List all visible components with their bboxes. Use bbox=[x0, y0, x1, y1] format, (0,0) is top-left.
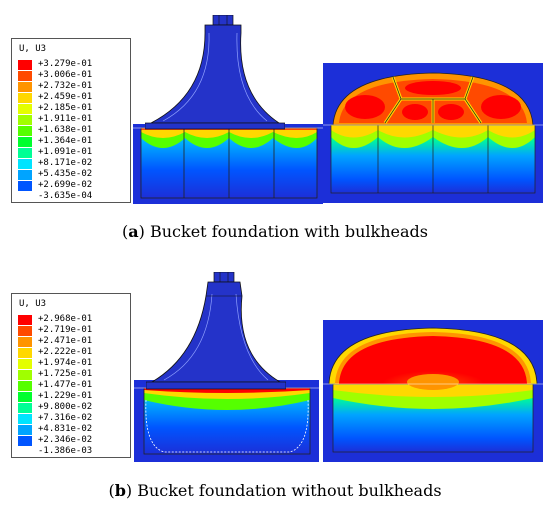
legend-row: +3.006e-01 bbox=[18, 70, 123, 81]
legend-value: +3.279e-01 bbox=[38, 59, 93, 69]
legend-swatch bbox=[18, 60, 32, 70]
legend-swatch bbox=[18, 148, 32, 158]
legend-value: +3.006e-01 bbox=[38, 70, 93, 80]
legend-row: +2.968e-01 bbox=[18, 314, 123, 325]
legend-value: +2.346e-02 bbox=[38, 435, 93, 445]
caption-a-label: a bbox=[128, 222, 139, 241]
legend-value: +1.638e-01 bbox=[38, 125, 93, 135]
legend-row: +4.831e-02 bbox=[18, 424, 123, 435]
legend-value: +2.719e-01 bbox=[38, 325, 93, 335]
legend-row: +3.279e-01 bbox=[18, 59, 123, 70]
caption-a: (a) Bucket foundation with bulkheads bbox=[122, 222, 428, 241]
legend-value: +2.185e-01 bbox=[38, 103, 93, 113]
legend-row: +2.732e-01 bbox=[18, 81, 123, 92]
legend-value: +2.968e-01 bbox=[38, 314, 93, 324]
legend-row: +2.185e-01 bbox=[18, 103, 123, 114]
legend-swatch bbox=[18, 348, 32, 358]
legend-value: +8.171e-02 bbox=[38, 158, 93, 168]
legend-swatch bbox=[18, 447, 32, 457]
legend-swatch bbox=[18, 104, 32, 114]
caption-a-text: Bucket foundation with bulkheads bbox=[149, 222, 428, 241]
legend-a: U, U3 +3.279e-01 +3.006e-01 +2.732e-01 +2.4… bbox=[11, 38, 131, 203]
legend-swatch bbox=[18, 82, 32, 92]
legend-title-a: U, U3 bbox=[19, 44, 47, 54]
legend-value: +1.974e-01 bbox=[38, 358, 93, 368]
legend-swatch bbox=[18, 126, 32, 136]
tower-a bbox=[145, 15, 285, 130]
legend-row: +2.719e-01 bbox=[18, 325, 123, 336]
legend-swatch bbox=[18, 359, 32, 369]
legend-swatch bbox=[18, 315, 32, 325]
model-a-side-view bbox=[133, 124, 323, 204]
legend-swatch bbox=[18, 115, 32, 125]
legend-value: +7.316e-02 bbox=[38, 413, 93, 423]
legend-row: +1.725e-01 bbox=[18, 369, 123, 380]
model-b-top-view bbox=[323, 320, 543, 462]
legend-value: +2.471e-01 bbox=[38, 336, 93, 346]
legend-value: +4.831e-02 bbox=[38, 424, 93, 434]
legend-value: +1.725e-01 bbox=[38, 369, 93, 379]
legend-value: +1.091e-01 bbox=[38, 147, 93, 157]
legend-value: +1.364e-01 bbox=[38, 136, 93, 146]
legend-swatch bbox=[18, 170, 32, 180]
legend-row: -3.635e-04 bbox=[18, 191, 123, 202]
legend-swatch bbox=[18, 414, 32, 424]
legend-value: +2.222e-01 bbox=[38, 347, 93, 357]
legend-swatch bbox=[18, 403, 32, 413]
legend-row: +1.638e-01 bbox=[18, 125, 123, 136]
legend-swatch bbox=[18, 71, 32, 81]
legend-swatch bbox=[18, 181, 32, 191]
legend-swatch bbox=[18, 192, 32, 202]
legend-row: +1.091e-01 bbox=[18, 147, 123, 158]
legend-value: +1.229e-01 bbox=[38, 391, 93, 401]
legend-swatch bbox=[18, 392, 32, 402]
legend-value: +9.800e-02 bbox=[38, 402, 93, 412]
legend-swatch bbox=[18, 137, 32, 147]
legend-value: -1.386e-03 bbox=[38, 446, 93, 456]
legend-row: +2.459e-01 bbox=[18, 92, 123, 103]
legend-title-b: U, U3 bbox=[19, 299, 47, 309]
legend-value: +2.732e-01 bbox=[38, 81, 93, 91]
caption-b: (b) Bucket foundation without bulkheads bbox=[108, 481, 442, 500]
model-a-top-view bbox=[323, 63, 543, 203]
legend-swatch bbox=[18, 337, 32, 347]
legend-row: +2.699e-02 bbox=[18, 180, 123, 191]
legend-swatch bbox=[18, 370, 32, 380]
legend-value: +1.911e-01 bbox=[38, 114, 93, 124]
model-b-side-view bbox=[134, 380, 319, 462]
legend-row: +8.171e-02 bbox=[18, 158, 123, 169]
legend-swatch bbox=[18, 425, 32, 435]
legend-row: +5.435e-02 bbox=[18, 169, 123, 180]
legend-swatch bbox=[18, 436, 32, 446]
legend-value: +1.477e-01 bbox=[38, 380, 93, 390]
legend-value: +5.435e-02 bbox=[38, 169, 93, 179]
legend-row: +2.471e-01 bbox=[18, 336, 123, 347]
legend-value: -3.635e-04 bbox=[38, 191, 93, 201]
legend-value: +2.699e-02 bbox=[38, 180, 93, 190]
tower-b bbox=[146, 272, 286, 390]
legend-swatch bbox=[18, 381, 32, 391]
caption-b-text: Bucket foundation without bulkheads bbox=[137, 481, 442, 500]
legend-row: +1.911e-01 bbox=[18, 114, 123, 125]
legend-swatch bbox=[18, 93, 32, 103]
legend-row: +1.364e-01 bbox=[18, 136, 123, 147]
legend-row: +1.229e-01 bbox=[18, 391, 123, 402]
legend-row: +2.346e-02 bbox=[18, 435, 123, 446]
caption-b-label: b bbox=[114, 481, 126, 500]
legend-row: +7.316e-02 bbox=[18, 413, 123, 424]
legend-swatch bbox=[18, 326, 32, 336]
legend-row: +1.974e-01 bbox=[18, 358, 123, 369]
legend-value: +2.459e-01 bbox=[38, 92, 93, 102]
legend-b: U, U3 +2.968e-01 +2.719e-01 +2.471e-01 +2.2… bbox=[11, 293, 131, 458]
legend-swatch bbox=[18, 159, 32, 169]
legend-row: +9.800e-02 bbox=[18, 402, 123, 413]
legend-row: +1.477e-01 bbox=[18, 380, 123, 391]
legend-row: -1.386e-03 bbox=[18, 446, 123, 457]
legend-row: +2.222e-01 bbox=[18, 347, 123, 358]
